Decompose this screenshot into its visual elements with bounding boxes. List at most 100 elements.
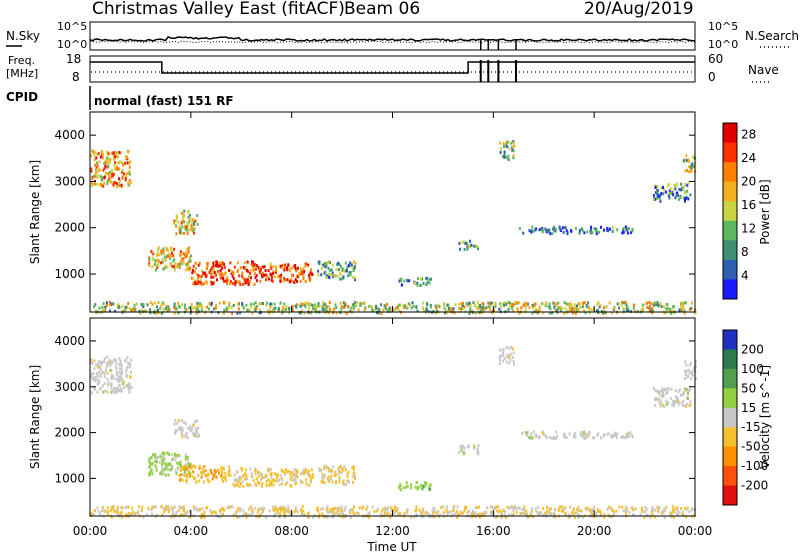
heatmap-cell: [420, 484, 423, 488]
heatmap-cell: [607, 505, 610, 509]
heatmap-cell: [508, 355, 511, 359]
heatmap-cell: [175, 214, 178, 218]
heatmap-cell: [673, 510, 675, 514]
heatmap-cell: [150, 468, 153, 472]
freq-tick-high: 18: [66, 52, 81, 66]
heatmap-cell: [284, 482, 287, 486]
heatmap-cell: [104, 389, 107, 393]
heatmap-cell: [179, 465, 182, 469]
heatmap-cell: [377, 507, 379, 511]
heatmap-cell: [526, 434, 528, 438]
heatmap-cell: [290, 266, 293, 270]
heatmap-cell: [238, 280, 241, 284]
heatmap-cell: [530, 228, 533, 232]
heatmap-cell: [561, 505, 564, 509]
heatmap-cell: [492, 506, 495, 510]
heatmap-cell: [125, 308, 128, 311]
heatmap-cell: [269, 262, 272, 266]
heatmap-cell: [178, 226, 181, 230]
heatmap-cell: [252, 479, 255, 483]
heatmap-cell: [249, 272, 252, 275]
heatmap-cell: [90, 372, 93, 376]
heatmap-cell: [656, 302, 659, 306]
heatmap-cell: [127, 181, 130, 185]
heatmap-cell: [347, 274, 350, 278]
heatmap-cell: [148, 465, 151, 469]
heatmap-cell: [512, 149, 515, 153]
heatmap-cell: [180, 431, 183, 435]
heatmap-cell: [414, 485, 417, 489]
heatmap-cell: [513, 141, 515, 145]
heatmap-cell: [623, 436, 626, 440]
freq-tick-low: 8: [72, 70, 80, 84]
heatmap-cell: [675, 194, 678, 197]
heatmap-cell: [337, 509, 340, 513]
heatmap-cell: [685, 515, 688, 519]
heatmap-cell: [149, 308, 151, 312]
heatmap-cell: [159, 454, 162, 458]
heatmap-cell: [249, 467, 252, 471]
heatmap-cell: [173, 219, 176, 223]
heatmap-cell: [581, 305, 584, 309]
heatmap-cell: [206, 264, 209, 267]
heatmap-cell: [330, 509, 333, 513]
heatmap-cell: [410, 515, 412, 519]
heatmap-cell: [504, 301, 507, 305]
heatmap-cell: [171, 453, 174, 457]
heatmap-cell: [201, 472, 204, 476]
heatmap-cell: [559, 305, 562, 309]
heatmap-cell: [158, 460, 161, 464]
heatmap-cell: [419, 513, 422, 517]
heatmap-cell: [431, 508, 434, 512]
heatmap-cell: [530, 230, 533, 234]
heatmap-cell: [656, 185, 659, 189]
heatmap-cell: [437, 303, 440, 307]
heatmap-cell: [216, 270, 219, 274]
heatmap-cell: [595, 512, 598, 515]
heatmap-cell: [117, 306, 120, 310]
heatmap-cell: [289, 512, 291, 516]
heatmap-cell: [446, 510, 449, 514]
heatmap-cell: [310, 480, 312, 484]
heatmap-cell: [538, 435, 541, 439]
heatmap-cell: [166, 507, 169, 511]
heatmap-cell: [428, 278, 431, 282]
heatmap-cell: [272, 265, 275, 269]
heatmap-cell: [673, 400, 676, 404]
heatmap-cell: [559, 227, 562, 231]
heatmap-cell: [671, 191, 674, 194]
heatmap-cell: [407, 302, 410, 306]
heatmap-cell: [186, 473, 189, 477]
heatmap-cell: [458, 450, 461, 454]
heatmap-cell: [302, 267, 305, 271]
y-tick-label: 3000: [54, 380, 85, 394]
heatmap-cell: [605, 305, 608, 309]
heatmap-cell: [301, 471, 304, 475]
heatmap-cell: [103, 374, 106, 378]
heatmap-cell: [309, 311, 312, 315]
heatmap-cell: [502, 348, 505, 352]
heatmap-cell: [177, 220, 180, 224]
heatmap-cell: [563, 311, 565, 315]
heatmap-cell: [218, 301, 221, 305]
heatmap-cell: [233, 265, 236, 269]
heatmap-cell: [112, 302, 115, 306]
heatmap-cell: [563, 301, 566, 304]
heatmap-cell: [91, 377, 94, 381]
heatmap-cell: [524, 430, 527, 434]
heatmap-cell: [502, 352, 504, 356]
heatmap-cell: [691, 166, 694, 170]
heatmap-cell: [476, 300, 479, 304]
heatmap-cell: [122, 386, 125, 390]
heatmap-cell: [93, 509, 96, 512]
nsky-trace: [89, 36, 696, 42]
heatmap-cell: [93, 387, 96, 391]
y-tick-label: 2000: [54, 221, 85, 235]
heatmap-cell: [275, 265, 277, 269]
heatmap-cell: [188, 213, 191, 217]
heatmap-cell: [644, 510, 646, 513]
heatmap-cell: [184, 469, 187, 473]
heatmap-cell: [269, 265, 272, 268]
heatmap-cell: [284, 472, 286, 476]
heatmap-cell: [583, 231, 586, 235]
